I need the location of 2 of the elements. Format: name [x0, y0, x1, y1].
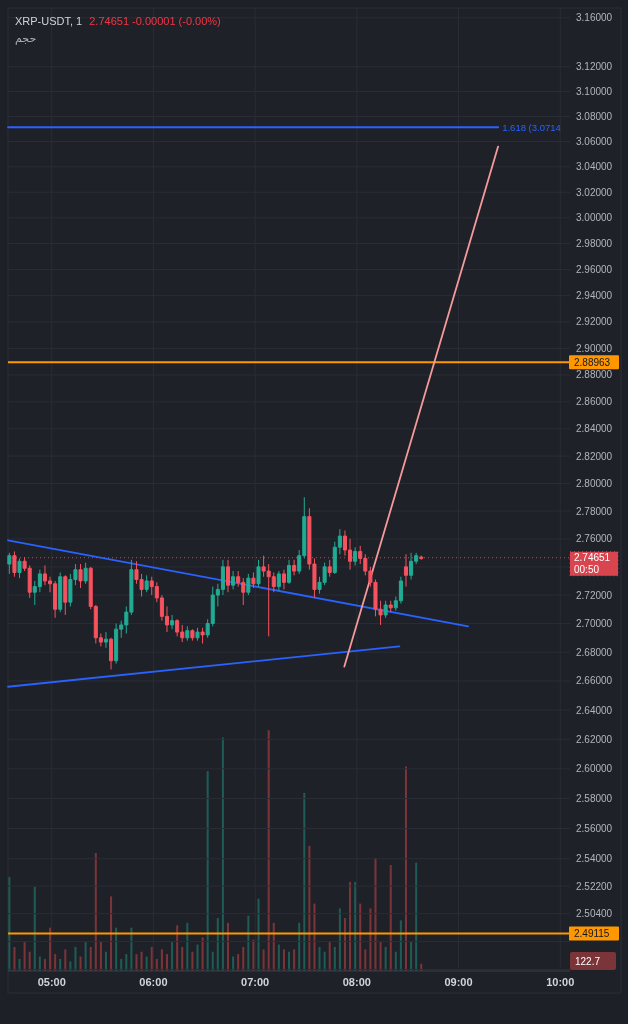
subtitle: 2.74651 -0.00001 (-0.00%) [89, 15, 221, 27]
annotation: 122.7 [575, 955, 601, 967]
